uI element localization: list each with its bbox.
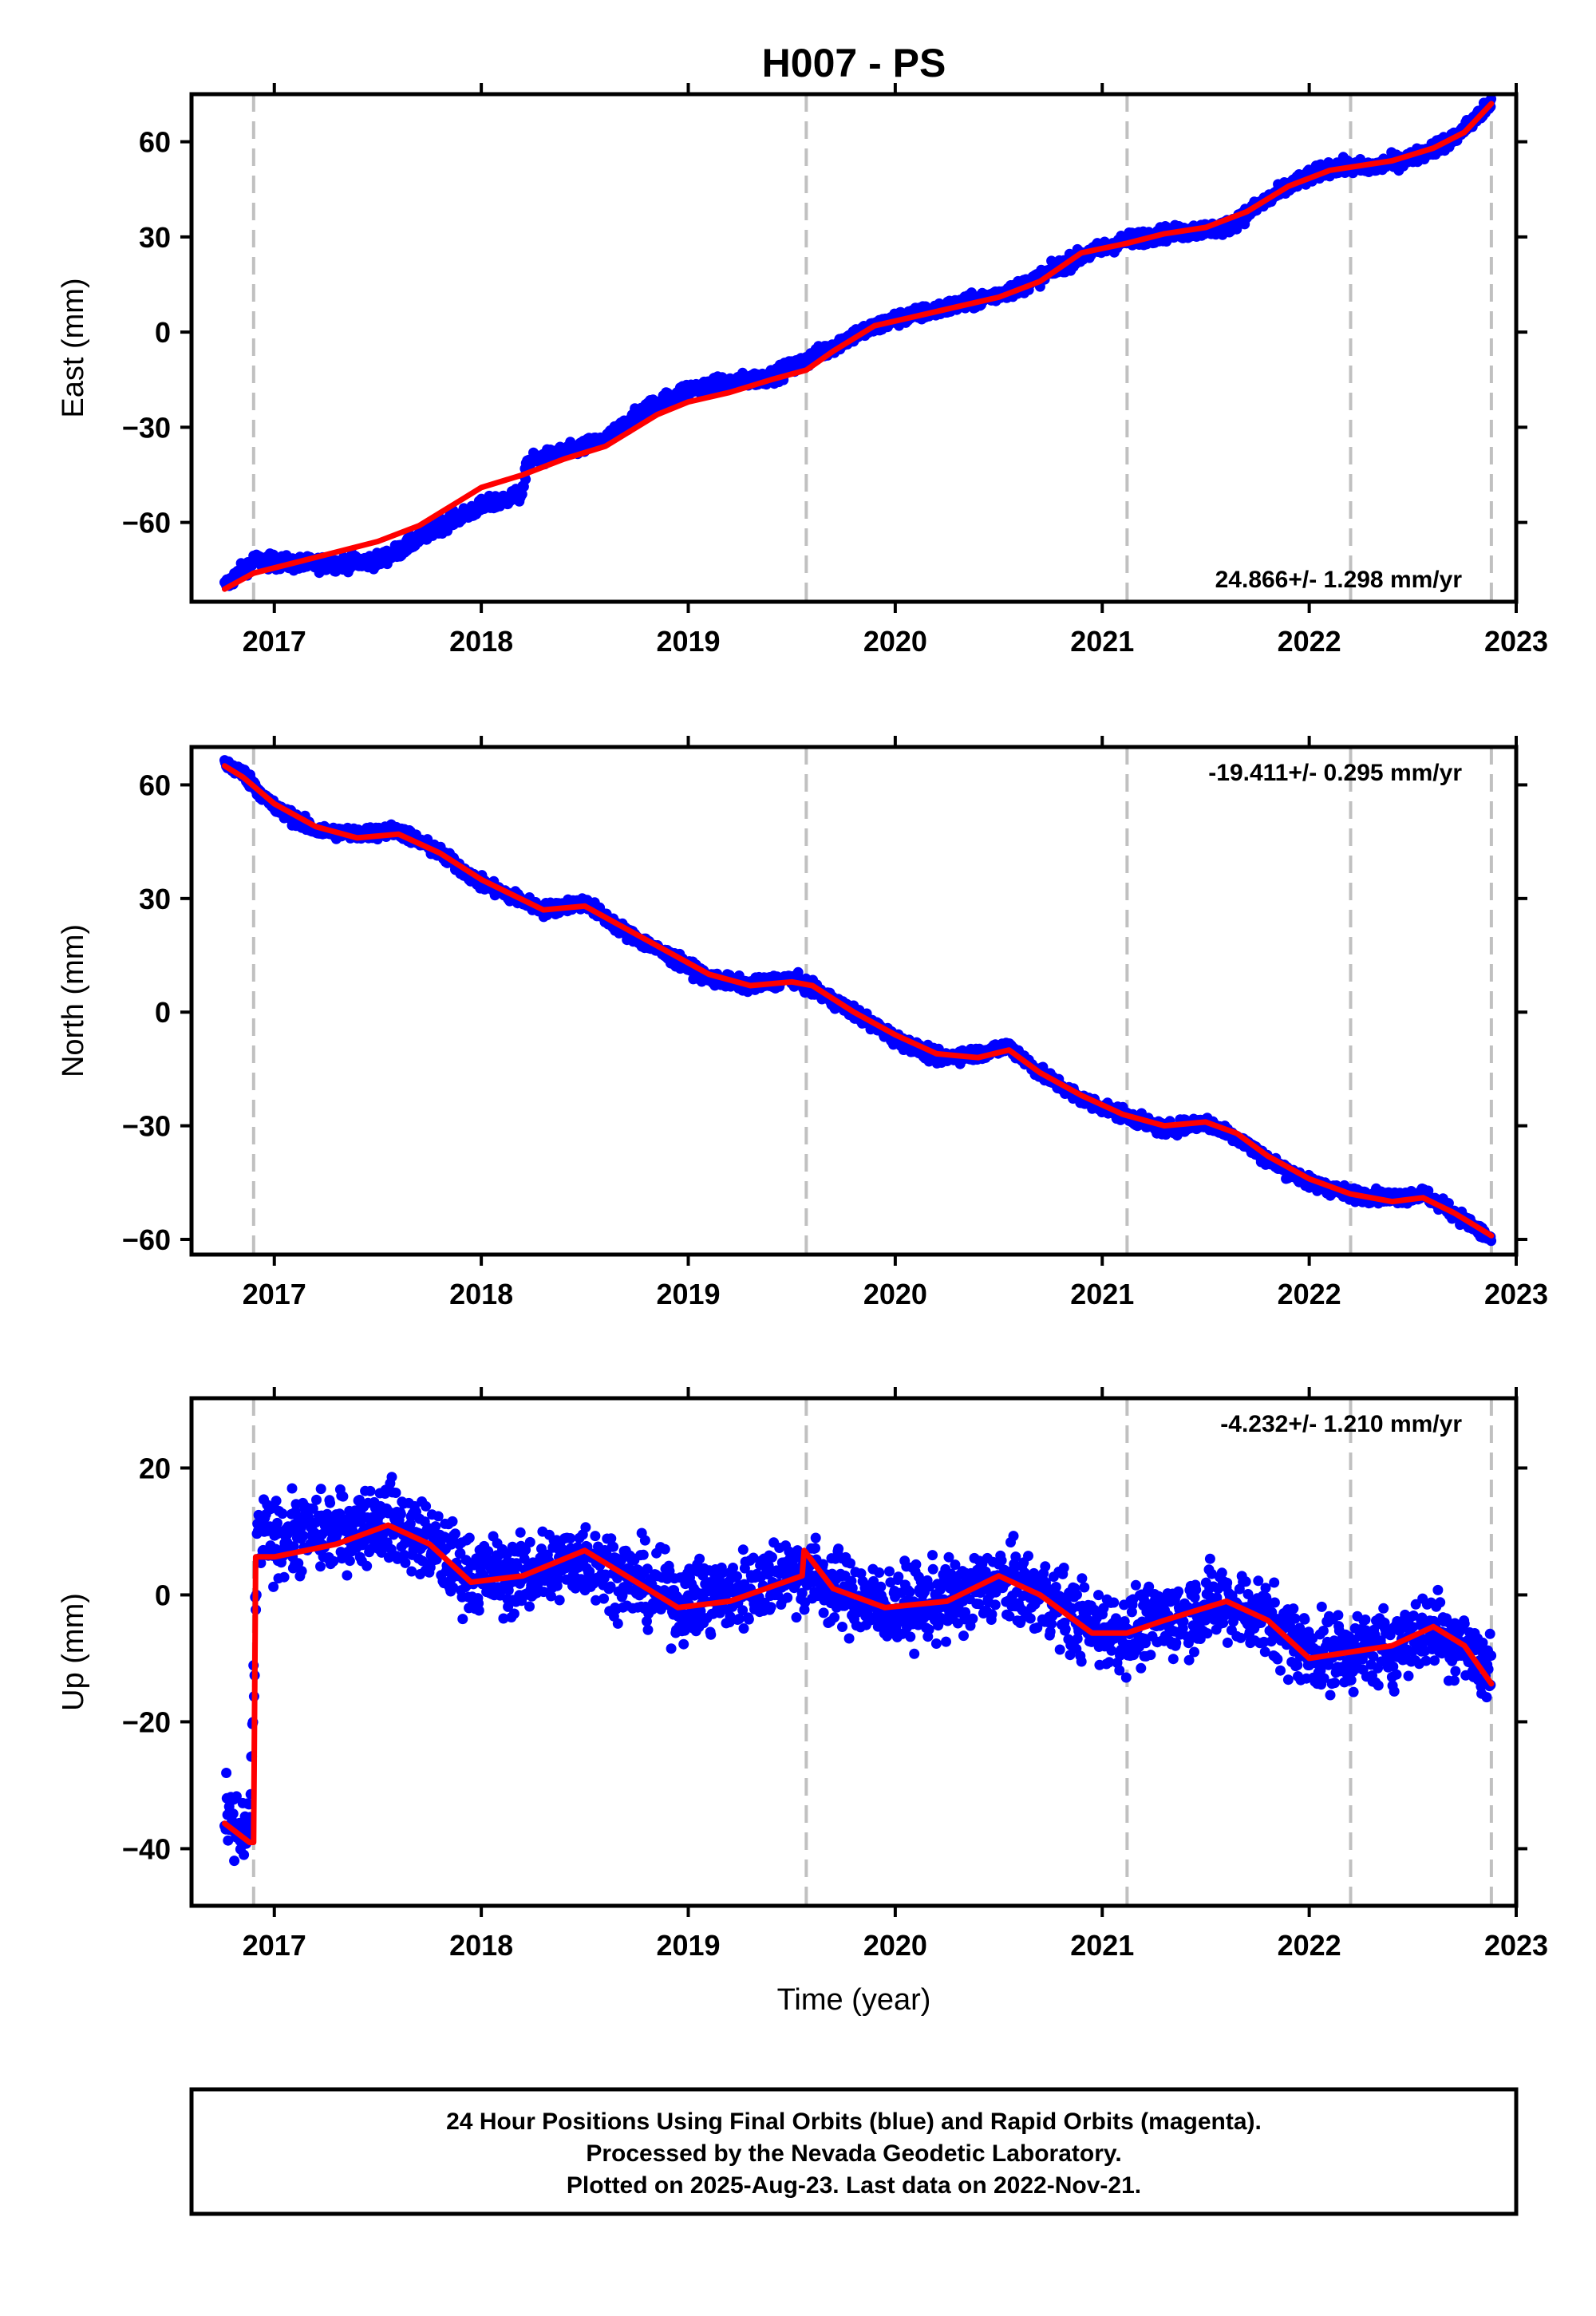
observation-dots [219, 93, 1497, 591]
x-tick-label: 2020 [863, 1278, 927, 1310]
observation-point [344, 1555, 355, 1567]
y-tick-label: −60 [122, 1223, 171, 1256]
observation-point [296, 1566, 307, 1577]
x-tick-label: 2023 [1484, 1278, 1548, 1310]
observation-point [229, 1856, 240, 1867]
x-tick-label: 2019 [656, 625, 720, 658]
observation-point [457, 1614, 468, 1625]
up-panel: 2017 2018 2019 2020 2021 2022 2023−40−20020Up … [57, 1387, 1548, 2017]
observation-point [221, 1768, 232, 1778]
observation-point [286, 1483, 298, 1494]
east-panel: 2017 2018 2019 2020 2021 2022 2023 −60 −30 0 30 60 E… [57, 83, 1548, 658]
observation-point [271, 1496, 282, 1507]
y-axis-label: North (mm) [57, 924, 90, 1077]
x-tick-label: 2021 [1070, 625, 1134, 658]
y-tick-label: −60 [122, 507, 171, 539]
y-tick-label: −30 [122, 1110, 171, 1143]
y-tick-label: −30 [122, 411, 171, 444]
observation-point [365, 1485, 376, 1496]
observation-point [447, 1516, 458, 1527]
x-tick-label: 2017 [243, 625, 306, 658]
x-tick-label: 2020 [863, 625, 927, 658]
observation-point [277, 1508, 288, 1520]
observation-point [325, 1497, 336, 1508]
y-tick-label: 0 [155, 996, 171, 1029]
x-tick-label: 2023 [1484, 625, 1548, 658]
north-panel: 2017 2018 2019 2020 2021 2022 2023 −60 −30 0 30 60 N… [57, 736, 1548, 1310]
x-tick-label: 2022 [1278, 1278, 1341, 1310]
observation-point [338, 1491, 349, 1502]
y-tick-label: 60 [139, 769, 171, 801]
y-tick-label: 0 [155, 316, 171, 349]
observation-point [315, 1484, 326, 1495]
x-tick-label: 2018 [449, 1278, 513, 1310]
figure-title: H007 - PS [762, 41, 946, 85]
rate-label: 24.866+/- 1.298 mm/yr [1215, 567, 1463, 593]
y-tick-label: 60 [139, 126, 171, 159]
observation-point [400, 1557, 411, 1568]
x-tick-label: 2021 [1070, 1278, 1134, 1310]
x-tick-label: 2022 [1278, 625, 1341, 658]
y-tick-label: 30 [139, 221, 171, 254]
observation-point [279, 1571, 290, 1583]
observation-point [421, 1500, 432, 1512]
observation-point [239, 1849, 250, 1860]
observation-dots [219, 1472, 1497, 1867]
observation-point [390, 1488, 401, 1498]
observation-point [311, 1494, 322, 1505]
observation-point [386, 1472, 397, 1483]
x-tick-label: 2017 [243, 1278, 306, 1310]
x-tick-label: 2018 [449, 625, 513, 658]
x-tick-label: 2019 [656, 1278, 720, 1310]
observation-point [342, 1570, 353, 1581]
observation-point [227, 1808, 239, 1820]
observation-dots [219, 755, 1497, 1247]
observation-point [395, 1508, 406, 1520]
y-tick-label: 30 [139, 883, 171, 915]
observation-point [450, 1528, 460, 1539]
observation-point [361, 1560, 373, 1571]
y-axis-label: East (mm) [57, 278, 90, 417]
observation-point [315, 1561, 326, 1572]
rate-label: -19.411+/- 0.295 mm/yr [1208, 760, 1462, 786]
